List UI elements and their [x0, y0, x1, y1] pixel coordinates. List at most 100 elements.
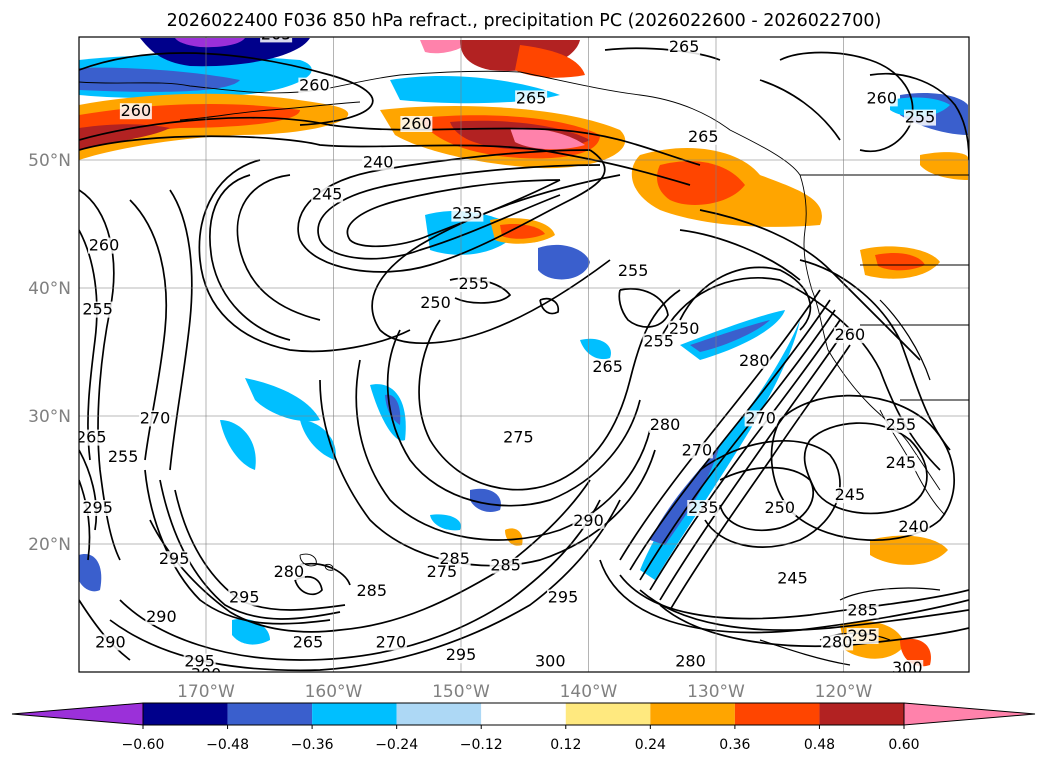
shade-mid-red — [500, 224, 545, 239]
contour-label-bg — [311, 186, 344, 203]
map-frame — [78, 36, 970, 673]
contour-line — [79, 52, 374, 126]
contour-line — [79, 599, 131, 661]
contour-line — [779, 51, 914, 153]
colorbar-segment — [312, 703, 397, 725]
x-tick-label: 130°W — [687, 682, 745, 702]
colorbar: −0.60 −0.48 −0.36 −0.24 −0.12 0.12 0.24 0.36 0.4… — [11, 702, 1036, 753]
x-tick-label: 140°W — [560, 682, 618, 702]
colorbar-tick-label: 0.48 — [804, 737, 835, 753]
contour-label: 235 — [688, 498, 719, 517]
chart-title: 2026022400 F036 850 hPa refract., precip… — [167, 11, 882, 31]
colorbar-tick-label: −0.48 — [206, 737, 249, 753]
contour-label: 255 — [82, 300, 113, 319]
contour-label-bg — [763, 500, 796, 516]
contour-line — [418, 289, 681, 491]
contour-label-bg — [489, 557, 522, 574]
contour-label: 295 — [82, 498, 113, 517]
contour-label-bg — [292, 634, 324, 651]
contour-label: 285 — [439, 549, 470, 568]
contour-label-bg — [88, 237, 120, 254]
contour-label-bg — [617, 263, 650, 280]
contour-line — [236, 174, 321, 321]
shade-coast-orange2 — [920, 152, 968, 180]
shade-axis-mid — [650, 445, 720, 545]
contour-label-bg — [891, 660, 924, 672]
contour-label: 270 — [745, 408, 776, 427]
contour-label-bg — [515, 90, 548, 107]
x-tick-label: 170°W — [177, 682, 235, 702]
contour-label: 295 — [446, 645, 477, 664]
shade-right-red — [875, 253, 925, 271]
contour-label: 295 — [548, 588, 579, 607]
contour-label: 255 — [643, 332, 674, 351]
contour-label: 295 — [184, 652, 215, 671]
contour-label-bg — [833, 487, 866, 504]
contour-label-bg — [451, 205, 484, 222]
contour-label: 255 — [618, 261, 649, 280]
colorbar-extend-min — [11, 702, 144, 726]
colorbar-segment — [143, 703, 228, 725]
contour-label: 260 — [299, 76, 330, 95]
colorbar-tick-label: 0.24 — [635, 737, 666, 753]
contour-label-bg — [649, 416, 681, 433]
shade-mid-blue-2 — [538, 244, 590, 280]
shade-coast-red — [657, 161, 745, 205]
hawaii2 — [324, 563, 334, 571]
contour-label-bg — [591, 359, 624, 376]
contour-label: 265 — [669, 37, 700, 56]
contour-label-bg — [884, 455, 917, 472]
contour-line — [297, 149, 606, 273]
contour-label: 295 — [847, 626, 878, 645]
contour-label-bg — [425, 564, 458, 580]
contour-label-bg — [260, 37, 293, 43]
contour-label-bg — [821, 634, 854, 651]
shade-sw-blue3 — [470, 488, 501, 512]
contour-label-bg — [668, 39, 701, 56]
contour-line — [699, 209, 921, 361]
contour-label-bg — [374, 634, 407, 651]
contour-label-bg — [107, 448, 140, 465]
contour-line — [659, 329, 846, 601]
colorbar-tick-label: −0.36 — [291, 737, 334, 753]
contour-label-bg — [298, 77, 331, 94]
contour-line — [386, 329, 641, 507]
shade-nw-pink — [420, 40, 470, 54]
contour-label: 280 — [274, 562, 305, 581]
contour-label-bg — [228, 589, 261, 606]
shade-north-purple — [175, 38, 245, 48]
colorbar-frame — [142, 702, 905, 726]
contour-label-bg — [94, 634, 127, 651]
contour-line — [679, 229, 801, 281]
contour-label: 240 — [898, 517, 929, 536]
contour-label-bg — [190, 666, 222, 672]
colorbar-tick-label: 0.12 — [550, 737, 581, 753]
contour-label-bg — [884, 416, 917, 433]
contour-line — [759, 79, 841, 141]
contour-line — [198, 159, 411, 353]
contour-label: 275 — [503, 428, 534, 447]
contour-label: 280 — [650, 415, 681, 434]
contour-line — [618, 287, 669, 328]
contour-label-bg — [362, 154, 395, 171]
contour-label-bg — [744, 410, 777, 427]
contour-label: 260 — [401, 114, 432, 133]
contour-label-bg — [81, 301, 114, 318]
contour-label-bg — [572, 512, 605, 529]
contour-label: 270 — [140, 408, 171, 427]
contour-label: 290 — [146, 607, 177, 626]
hawaii — [299, 553, 317, 567]
contour-label: 285 — [490, 556, 521, 575]
contour-label: 260 — [835, 325, 866, 344]
shade-west-blue4 — [370, 384, 406, 441]
contour-line — [169, 189, 193, 471]
y-tick-label: 50°N — [28, 151, 71, 171]
contour-label-bg — [680, 442, 713, 459]
contour-line — [839, 587, 941, 601]
contour-label-bg — [272, 564, 305, 580]
contour-line — [779, 279, 941, 471]
x-tick-label: 150°W — [432, 682, 490, 702]
contour-label: 250 — [420, 293, 451, 312]
contour-label-bg — [865, 90, 898, 107]
contour-label-bg — [534, 653, 567, 670]
